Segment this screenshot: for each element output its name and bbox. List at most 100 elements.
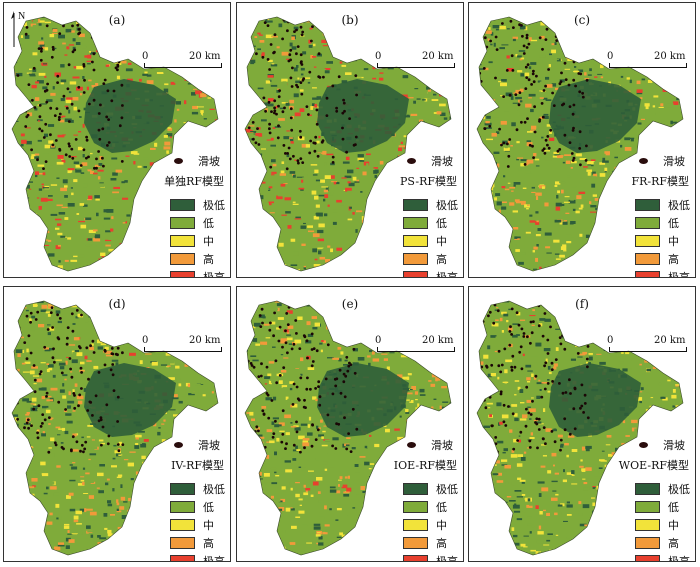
susceptibility-cell bbox=[485, 121, 490, 124]
susceptibility-cell bbox=[600, 76, 604, 79]
susceptibility-cell bbox=[321, 444, 328, 447]
susceptibility-cell bbox=[13, 533, 19, 536]
scale-line bbox=[144, 351, 222, 352]
susceptibility-cell bbox=[365, 252, 369, 254]
susceptibility-cell bbox=[388, 238, 394, 241]
susceptibility-cell bbox=[126, 551, 133, 554]
susceptibility-cell bbox=[285, 432, 290, 436]
susceptibility-cell bbox=[519, 100, 523, 103]
susceptibility-cell bbox=[16, 480, 20, 483]
susceptibility-cell bbox=[252, 326, 256, 329]
susceptibility-cell bbox=[538, 59, 543, 63]
susceptibility-cell bbox=[305, 154, 311, 157]
susceptibility-cell bbox=[115, 44, 121, 46]
susceptibility-cell bbox=[559, 79, 565, 83]
susceptibility-cell bbox=[382, 459, 389, 461]
susceptibility-cell bbox=[80, 361, 85, 365]
susceptibility-cell bbox=[163, 223, 169, 226]
susceptibility-cell bbox=[307, 333, 314, 337]
susceptibility-cell bbox=[551, 83, 557, 87]
landslide-point bbox=[545, 27, 549, 31]
susceptibility-cell bbox=[398, 219, 402, 221]
susceptibility-cell bbox=[36, 119, 43, 122]
susceptibility-cell bbox=[146, 367, 150, 369]
landslide-point bbox=[85, 156, 88, 160]
landslide-point bbox=[77, 28, 81, 31]
susceptibility-cell bbox=[323, 340, 326, 344]
susceptibility-cell bbox=[514, 236, 518, 239]
susceptibility-cell bbox=[338, 314, 345, 318]
susceptibility-cell bbox=[176, 418, 183, 421]
susceptibility-cell bbox=[91, 446, 98, 449]
susceptibility-cell bbox=[41, 183, 44, 186]
susceptibility-cell bbox=[50, 213, 58, 216]
susceptibility-cell bbox=[36, 251, 39, 254]
susceptibility-cell bbox=[380, 533, 383, 537]
susceptibility-cell bbox=[39, 173, 45, 175]
susceptibility-cell bbox=[58, 423, 64, 425]
susceptibility-cell bbox=[118, 311, 122, 313]
susceptibility-cell bbox=[245, 344, 247, 348]
susceptibility-cell bbox=[325, 259, 331, 263]
landslide-point bbox=[24, 125, 28, 128]
susceptibility-cell bbox=[245, 381, 246, 386]
susceptibility-cell bbox=[600, 77, 607, 80]
susceptibility-cell bbox=[24, 307, 27, 309]
susceptibility-cell bbox=[455, 57, 459, 61]
susceptibility-cell bbox=[116, 508, 119, 511]
susceptibility-cell bbox=[407, 373, 412, 376]
susceptibility-cell bbox=[372, 363, 378, 366]
susceptibility-cell bbox=[325, 529, 330, 533]
susceptibility-cell bbox=[280, 183, 286, 187]
susceptibility-cell bbox=[227, 103, 232, 105]
susceptibility-cell bbox=[84, 508, 87, 513]
susceptibility-cell bbox=[455, 98, 462, 100]
susceptibility-cell bbox=[38, 72, 46, 76]
susceptibility-cell bbox=[392, 242, 399, 244]
susceptibility-cell bbox=[57, 134, 65, 138]
susceptibility-cell bbox=[297, 316, 303, 320]
susceptibility-cell bbox=[72, 410, 76, 412]
susceptibility-cell bbox=[28, 234, 33, 237]
susceptibility-cell bbox=[36, 504, 40, 506]
susceptibility-cell bbox=[114, 167, 119, 169]
susceptibility-cell bbox=[338, 358, 342, 362]
susceptibility-cell bbox=[479, 209, 485, 213]
susceptibility-cell bbox=[668, 42, 672, 47]
susceptibility-cell bbox=[636, 80, 641, 85]
susceptibility-cell bbox=[94, 164, 100, 167]
legend-row: 高 bbox=[403, 250, 463, 268]
susceptibility-cell bbox=[353, 315, 359, 317]
susceptibility-cell bbox=[354, 510, 357, 514]
landslide-point bbox=[308, 151, 312, 155]
landslide-point bbox=[288, 53, 292, 57]
landslide-point bbox=[104, 49, 107, 53]
landslide-point bbox=[530, 83, 533, 86]
susceptibility-cell bbox=[272, 163, 277, 167]
landslide-point bbox=[38, 127, 42, 131]
susceptibility-cell bbox=[328, 550, 334, 554]
susceptibility-cell bbox=[15, 197, 21, 200]
susceptibility-cell bbox=[424, 98, 430, 102]
susceptibility-cell bbox=[482, 27, 486, 30]
susceptibility-cell bbox=[599, 227, 602, 230]
susceptibility-cell bbox=[190, 190, 197, 194]
susceptibility-cell bbox=[286, 543, 290, 548]
susceptibility-cell bbox=[126, 51, 133, 54]
susceptibility-cell bbox=[387, 243, 390, 246]
susceptibility-cell bbox=[519, 113, 524, 116]
susceptibility-cell bbox=[490, 43, 493, 46]
susceptibility-cell bbox=[265, 108, 268, 112]
susceptibility-cell bbox=[165, 501, 170, 504]
susceptibility-cell bbox=[166, 198, 169, 203]
landslide-point bbox=[264, 109, 267, 113]
susceptibility-cell bbox=[318, 434, 324, 437]
landslide-point bbox=[483, 36, 487, 40]
susceptibility-cell bbox=[319, 256, 326, 260]
susceptibility-cell bbox=[55, 359, 62, 361]
susceptibility-cell bbox=[618, 73, 625, 75]
landslide-point bbox=[315, 122, 319, 126]
susceptibility-cell bbox=[382, 513, 385, 517]
susceptibility-cell bbox=[405, 31, 410, 35]
susceptibility-cell bbox=[612, 258, 616, 261]
